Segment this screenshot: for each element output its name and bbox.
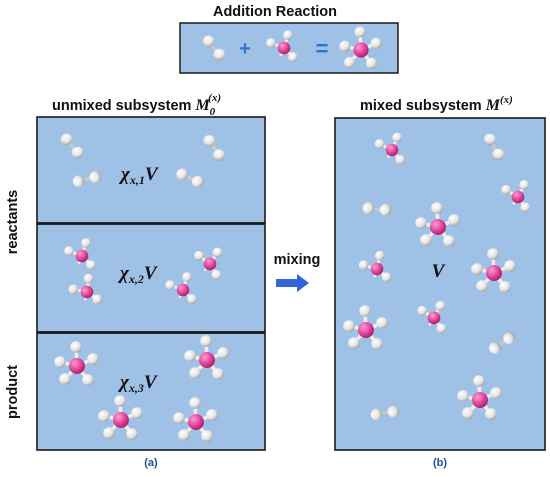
- plus-sign: +: [239, 38, 251, 60]
- right-title-symbol: M: [485, 97, 501, 114]
- mixing-label: mixing: [274, 252, 321, 268]
- left-title-subscript: 0: [210, 106, 216, 118]
- cell-3-chi: χ: [117, 372, 130, 393]
- equals-sign: =: [316, 36, 329, 61]
- cell-1-volume: V: [145, 164, 159, 185]
- cell-3-volume: V: [144, 372, 158, 393]
- cell-2-label: χx,2V: [117, 263, 158, 286]
- cell-1-chi: χ: [118, 164, 131, 185]
- right-panel-title: mixed subsystem M(x): [360, 94, 513, 114]
- cell-2-box: [36, 223, 266, 333]
- cell-2-chi: χ: [117, 263, 130, 284]
- reactants-label: reactants: [5, 190, 21, 254]
- mixed-box: [334, 117, 546, 451]
- caption-a: (a): [144, 457, 158, 469]
- cell-2-volume: V: [144, 263, 158, 284]
- left-panel-title: unmixed subsystem M0 (x): [52, 92, 221, 118]
- product-label: product: [5, 365, 21, 419]
- left-title-text: unmixed subsystem: [52, 98, 195, 114]
- left-title-superscript: (x): [208, 92, 221, 104]
- cell-3-label: χx,3V: [117, 372, 158, 395]
- cell-2-subscript: x,2: [128, 272, 144, 286]
- cell-1-label: χx,1V: [118, 164, 159, 187]
- cell-1-subscript: x,1: [129, 173, 145, 187]
- right-title-superscript: (x): [500, 94, 513, 106]
- mixing-arrow: [276, 274, 309, 292]
- reaction-title: Addition Reaction: [213, 4, 337, 20]
- left-title-symbol: M: [194, 97, 210, 114]
- mixed-volume-label: V: [432, 261, 446, 282]
- cell-3-subscript: x,3: [128, 381, 144, 395]
- right-title-text: mixed subsystem: [360, 98, 486, 114]
- caption-b: (b): [433, 457, 447, 469]
